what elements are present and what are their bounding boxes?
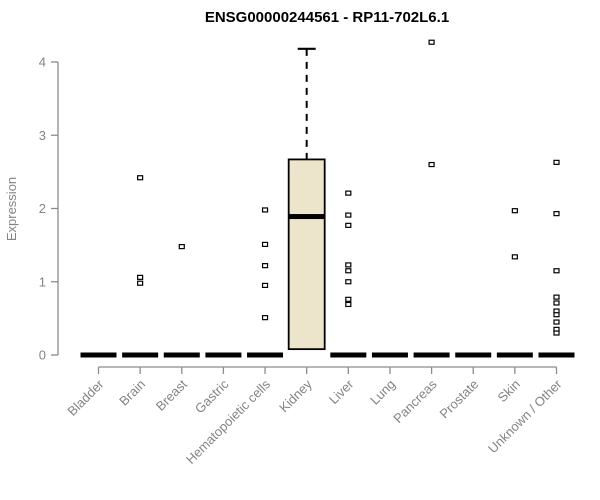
x-tick-label: Bladder — [64, 376, 107, 419]
outlier-point — [345, 190, 352, 196]
median-bar — [247, 352, 284, 358]
outlier-point — [553, 300, 560, 306]
outlier-point — [261, 263, 269, 269]
median-bar — [413, 352, 450, 358]
outlier-point — [345, 301, 352, 308]
median-bar — [455, 352, 492, 358]
outlier-point — [553, 312, 560, 318]
outlier-point — [261, 282, 269, 289]
outlier-point — [345, 279, 352, 285]
outlier-point — [137, 274, 144, 280]
median-bar — [163, 352, 200, 358]
outlier-point — [553, 268, 560, 274]
box — [287, 158, 326, 351]
outlier-point — [178, 243, 185, 250]
y-tick-label: 1 — [39, 274, 46, 289]
outlier-point — [511, 254, 518, 260]
median-bar — [330, 352, 367, 358]
median-bar — [496, 352, 533, 358]
x-tick-label: Kidney — [276, 376, 315, 415]
outlier-point — [553, 294, 560, 300]
median-bar — [205, 352, 242, 358]
y-tick-label: 2 — [39, 201, 46, 216]
y-tick-label: 3 — [39, 128, 46, 143]
outlier-point — [137, 280, 144, 286]
x-tick-label: Unknown / Other — [485, 376, 565, 456]
outlier-point — [553, 159, 560, 165]
outlier-point — [345, 222, 352, 228]
chart-title: ENSG00000244561 - RP11-702L6.1 — [205, 9, 449, 26]
x-tick-label: Skin — [494, 377, 522, 405]
outlier-point — [553, 319, 560, 325]
x-tick-label: Lung — [367, 377, 398, 408]
median-bar — [538, 352, 575, 358]
box-series — [80, 39, 575, 358]
median-bar — [122, 352, 159, 358]
outlier-point — [428, 161, 435, 168]
y-axis-label: Expression — [4, 177, 19, 241]
outlier-point — [261, 315, 269, 321]
x-tick-label: Prostate — [437, 377, 482, 422]
outlier-point — [553, 330, 560, 336]
outlier-point — [345, 268, 352, 274]
x-tick-label: Brain — [116, 377, 148, 409]
x-tick-label: Breast — [153, 376, 190, 413]
x-tick-label: Gastric — [192, 376, 232, 416]
outlier-point — [511, 208, 518, 214]
outlier-point — [137, 175, 144, 181]
x-tick-label: Liver — [326, 376, 357, 407]
outlier-point — [345, 296, 352, 302]
y-tick-label: 4 — [39, 55, 46, 70]
median-bar — [371, 352, 408, 358]
outlier-point — [553, 211, 560, 217]
outlier-point — [345, 212, 352, 218]
y-tick-label: 0 — [39, 348, 46, 363]
median-bar — [288, 214, 325, 220]
x-tick-label: Pancreas — [390, 376, 440, 426]
outlier-point — [261, 207, 269, 213]
median-bar — [80, 352, 117, 358]
outlier-point — [261, 241, 269, 247]
outlier-point — [428, 39, 435, 45]
outlier-point — [345, 262, 352, 268]
